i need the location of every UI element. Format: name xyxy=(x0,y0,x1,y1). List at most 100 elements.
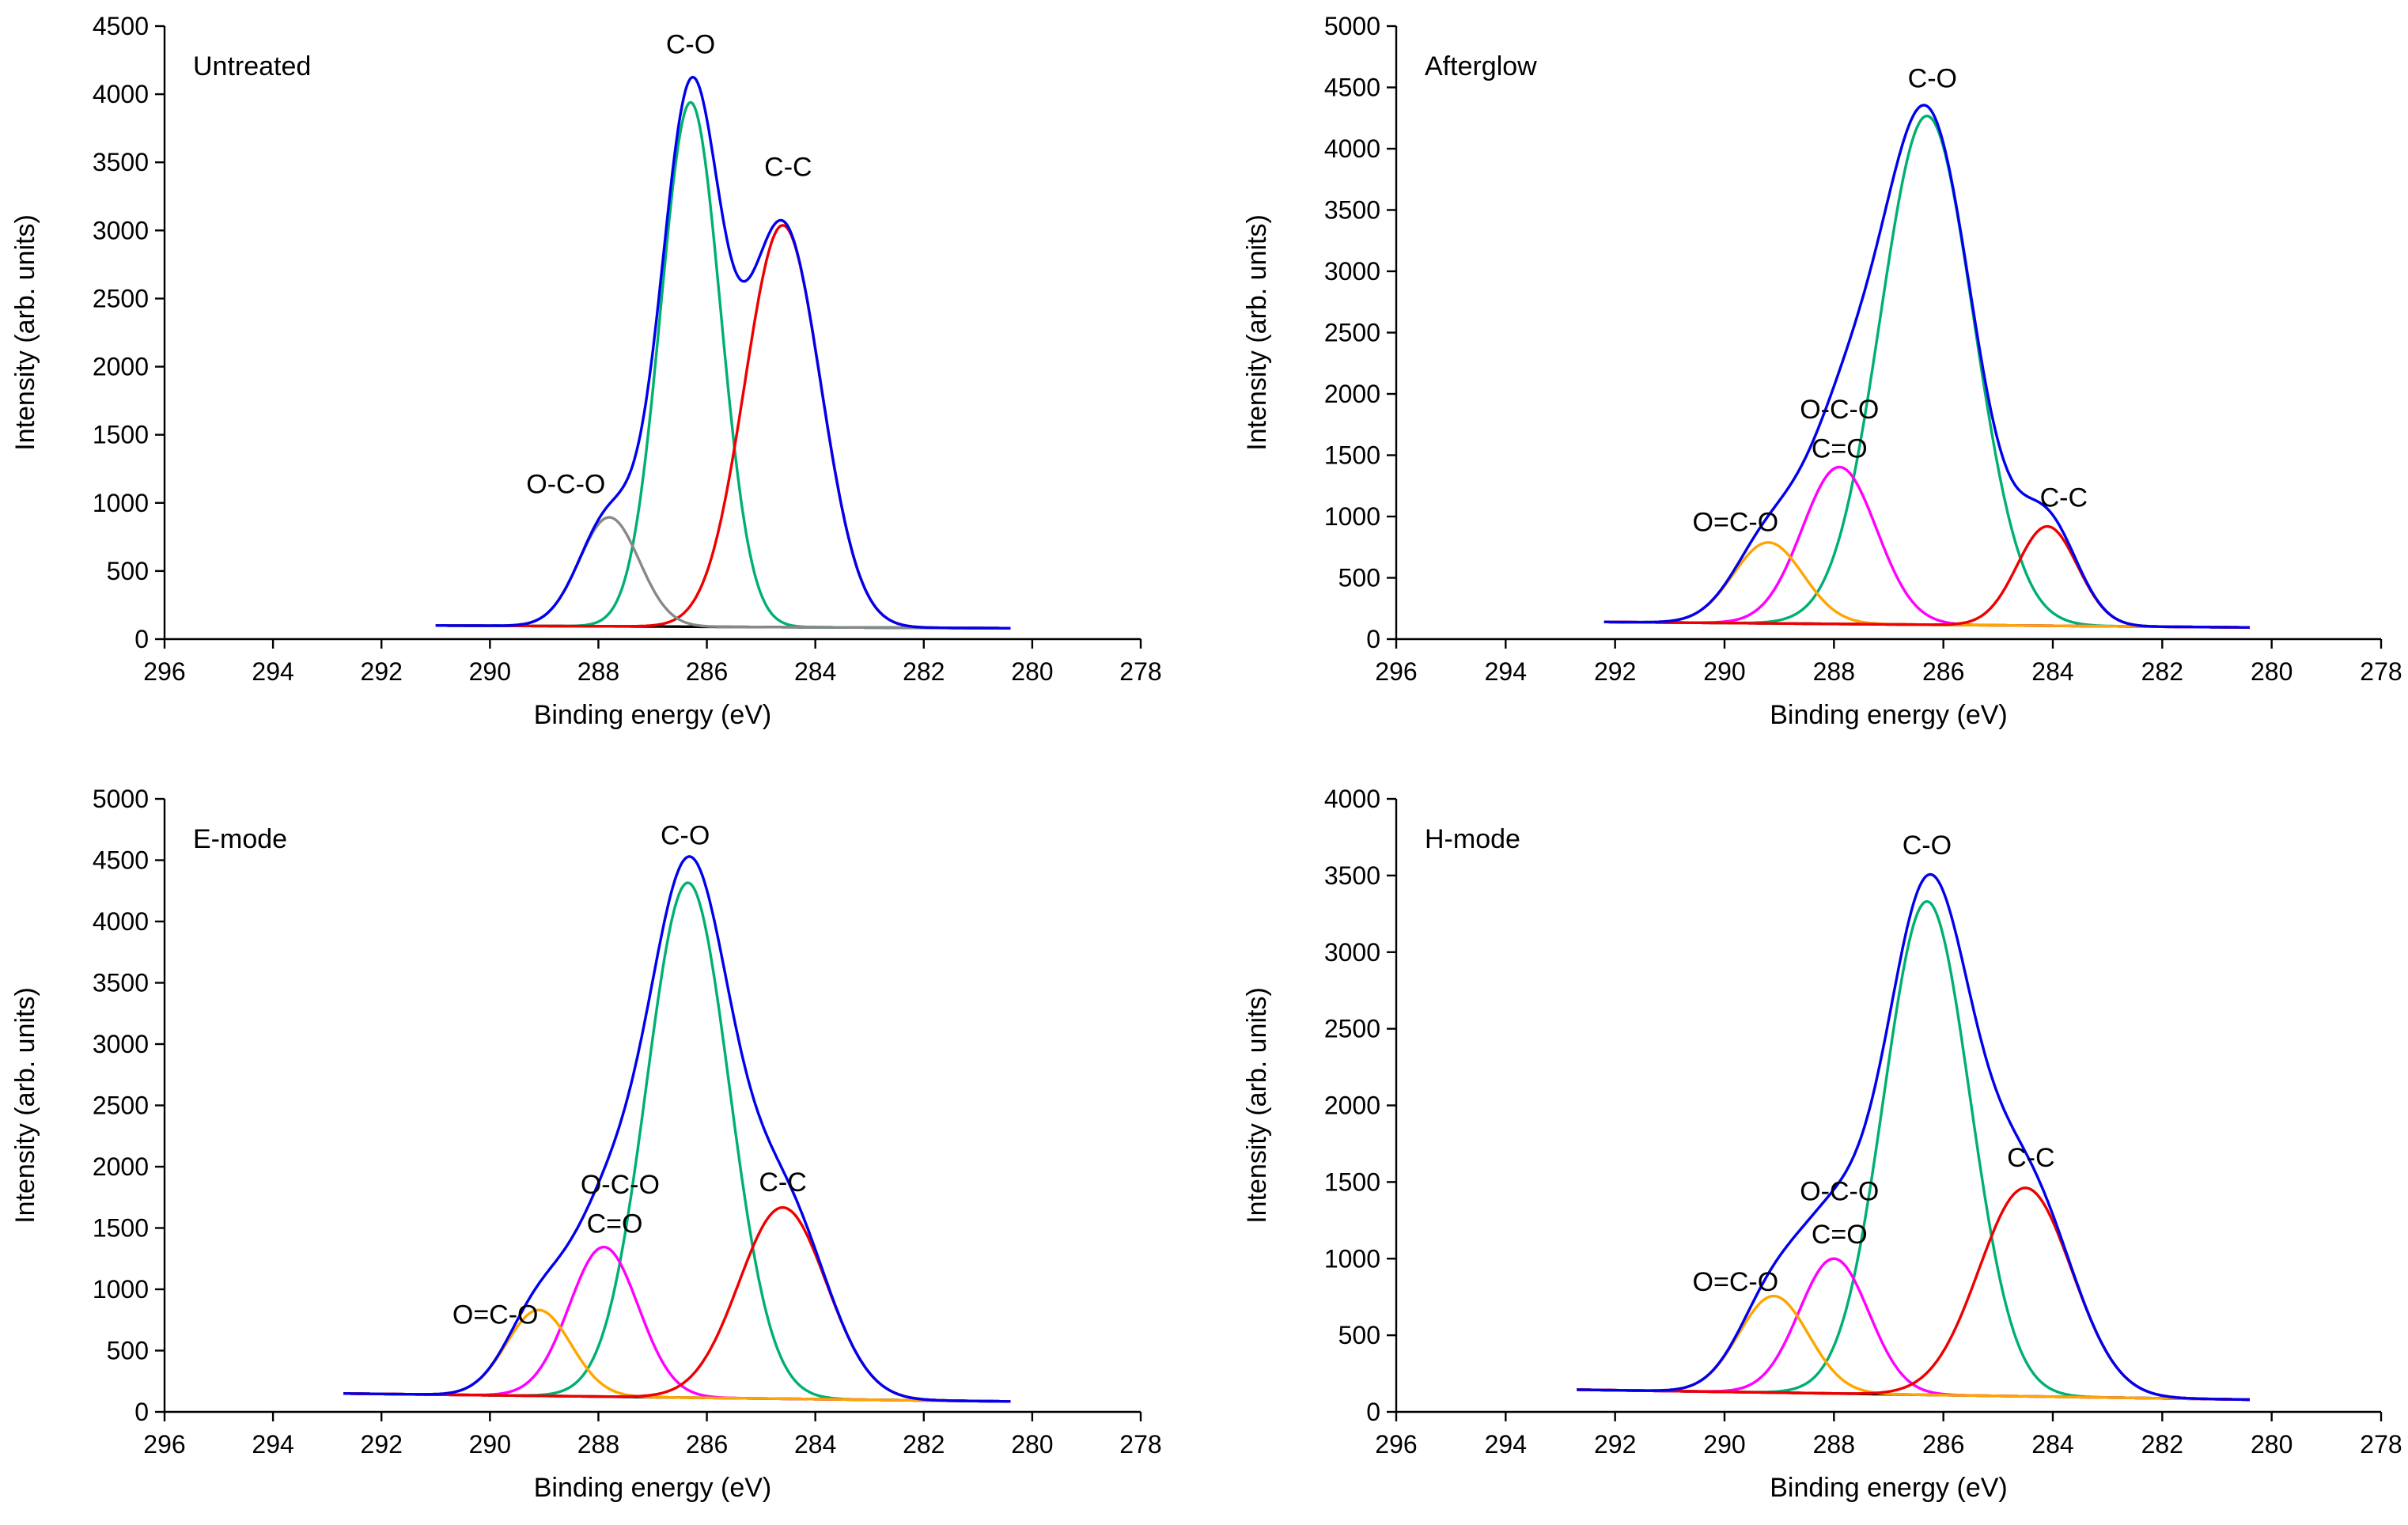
peak-label-c-c: C-C xyxy=(764,152,812,182)
panel-afterglow: 0 500 1000 1500 2000 2500 3000 3500 4000 4500 5000… xyxy=(1242,12,2402,730)
x-tick-label: 280 xyxy=(1011,1430,1053,1459)
x-tick-label: 282 xyxy=(2141,657,2183,686)
x-tick-label: 288 xyxy=(1813,1430,1855,1459)
x-tick-label: 286 xyxy=(1922,657,1964,686)
y-tick-label: 2000 xyxy=(1324,1092,1380,1120)
x-tick-label: 288 xyxy=(1813,657,1855,686)
y-tick-label: 4000 xyxy=(93,907,149,936)
y-axis-label: Intensity (arb. units) xyxy=(1242,214,1272,451)
x-tick-label: 294 xyxy=(1485,1430,1527,1459)
x-tick-label: 280 xyxy=(2251,1430,2293,1459)
x-tick-label: 278 xyxy=(2360,657,2402,686)
y-tick-label: 3500 xyxy=(1324,196,1380,225)
peak-label-c-c: C-C xyxy=(2040,483,2088,513)
peak-label-c-c: C-C xyxy=(759,1167,806,1198)
y-tick-label: 2500 xyxy=(93,284,149,312)
peak-c-c xyxy=(343,1205,1011,1403)
y-axis-label: Intensity (arb. units) xyxy=(10,987,40,1224)
x-tick-label: 290 xyxy=(469,657,511,686)
peak-label-c-o: C=O xyxy=(587,1209,643,1239)
x-tick-label: 292 xyxy=(1594,1430,1636,1459)
peak-o-c-o xyxy=(435,516,1011,630)
y-tick-label: 5000 xyxy=(1324,12,1380,40)
x-tick-label: 282 xyxy=(903,1430,945,1459)
x-tick-label: 294 xyxy=(252,657,293,686)
y-tick-label: 3000 xyxy=(1324,938,1380,967)
x-tick-label: 292 xyxy=(1594,657,1636,686)
peak-label-o-c-o: O-C-O xyxy=(581,1170,660,1200)
x-tick-label: 290 xyxy=(1703,1430,1745,1459)
x-tick-label: 292 xyxy=(361,1430,403,1459)
peak-c-o xyxy=(1577,900,2250,1402)
y-tick-label: 1000 xyxy=(93,1275,149,1304)
peak-label-c-o: C-O xyxy=(1903,831,1952,861)
y-tick-label: 2000 xyxy=(93,1152,149,1181)
y-tick-label: 3000 xyxy=(93,216,149,244)
panel-title: E-mode xyxy=(193,824,287,854)
x-tick-label: 286 xyxy=(686,1430,728,1459)
x-tick-label: 296 xyxy=(143,657,185,686)
y-tick-label: 3500 xyxy=(93,969,149,997)
y-tick-label: 2000 xyxy=(93,353,149,381)
peak-label-c-o: C=O xyxy=(1812,1220,1868,1250)
peak-label-o-c-o: O-C-O xyxy=(526,470,605,500)
y-tick-label: 500 xyxy=(1338,1321,1380,1349)
x-tick-label: 288 xyxy=(577,657,619,686)
x-tick-label: 284 xyxy=(2031,657,2073,686)
peak-c-c xyxy=(1577,1186,2250,1402)
panel-title: Untreated xyxy=(193,51,311,81)
peak-label-o-c-o: O-C-O xyxy=(1800,395,1879,425)
peak-label-o-c-o: O-C-O xyxy=(1800,1177,1879,1207)
peak-o-c-o-c-o xyxy=(1577,1257,2250,1402)
x-tick-label: 284 xyxy=(2031,1430,2073,1459)
y-tick-label: 500 xyxy=(1338,564,1380,592)
x-tick-label: 288 xyxy=(577,1430,619,1459)
x-tick-label: 280 xyxy=(2251,657,2293,686)
y-tick-label: 3500 xyxy=(1324,861,1380,890)
y-tick-label: 1000 xyxy=(1324,1244,1380,1273)
x-tick-label: 296 xyxy=(143,1430,185,1459)
y-tick-label: 0 xyxy=(1366,1398,1380,1426)
y-tick-label: 4000 xyxy=(1324,785,1380,813)
peak-label-c-o: C-O xyxy=(1908,64,1957,94)
y-tick-label: 0 xyxy=(134,625,149,653)
envelope-line xyxy=(1603,104,2250,629)
y-tick-label: 0 xyxy=(1366,625,1380,653)
panel-title: Afterglow xyxy=(1425,51,1537,81)
peak-label-c-c: C-C xyxy=(2007,1143,2054,1173)
y-tick-label: 4500 xyxy=(93,12,149,40)
peak-label-o-c-o: O=C-O xyxy=(1693,1267,1779,1297)
panel-e-mode: 0 500 1000 1500 2000 2500 3000 3500 4000 4500 5000… xyxy=(10,785,1162,1503)
y-tick-label: 1000 xyxy=(1324,502,1380,531)
x-tick-label: 278 xyxy=(1119,1430,1161,1459)
x-tick-label: 294 xyxy=(1485,657,1527,686)
y-tick-label: 4500 xyxy=(93,846,149,875)
peak-c-o xyxy=(343,881,1011,1403)
x-tick-label: 284 xyxy=(794,657,836,686)
y-tick-label: 1000 xyxy=(93,489,149,517)
x-axis-label: Binding energy (eV) xyxy=(534,1473,772,1503)
x-tick-label: 290 xyxy=(469,1430,511,1459)
x-tick-label: 286 xyxy=(686,657,728,686)
y-tick-label: 2500 xyxy=(1324,1015,1380,1043)
y-tick-label: 4000 xyxy=(93,80,149,108)
x-tick-label: 282 xyxy=(2141,1430,2183,1459)
x-axis-label: Binding energy (eV) xyxy=(534,700,772,730)
peak-label-c-o: C=O xyxy=(1812,434,1868,464)
peak-c-c xyxy=(435,224,1011,630)
x-axis-label: Binding energy (eV) xyxy=(1770,1473,2008,1503)
y-tick-label: 500 xyxy=(107,557,149,585)
peak-o-c-o-c-o xyxy=(1603,465,2250,629)
y-tick-label: 4000 xyxy=(1324,134,1380,163)
y-tick-label: 5000 xyxy=(93,785,149,813)
x-tick-label: 292 xyxy=(361,657,403,686)
y-tick-label: 2000 xyxy=(1324,380,1380,408)
y-axis-label: Intensity (arb. units) xyxy=(1242,987,1272,1224)
x-axis-label: Binding energy (eV) xyxy=(1770,700,2008,730)
y-tick-label: 1500 xyxy=(93,1214,149,1243)
x-tick-label: 280 xyxy=(1011,657,1053,686)
y-tick-label: 2500 xyxy=(93,1092,149,1120)
y-tick-label: 3000 xyxy=(1324,257,1380,286)
x-tick-label: 296 xyxy=(1375,657,1417,686)
x-tick-label: 278 xyxy=(1119,657,1161,686)
